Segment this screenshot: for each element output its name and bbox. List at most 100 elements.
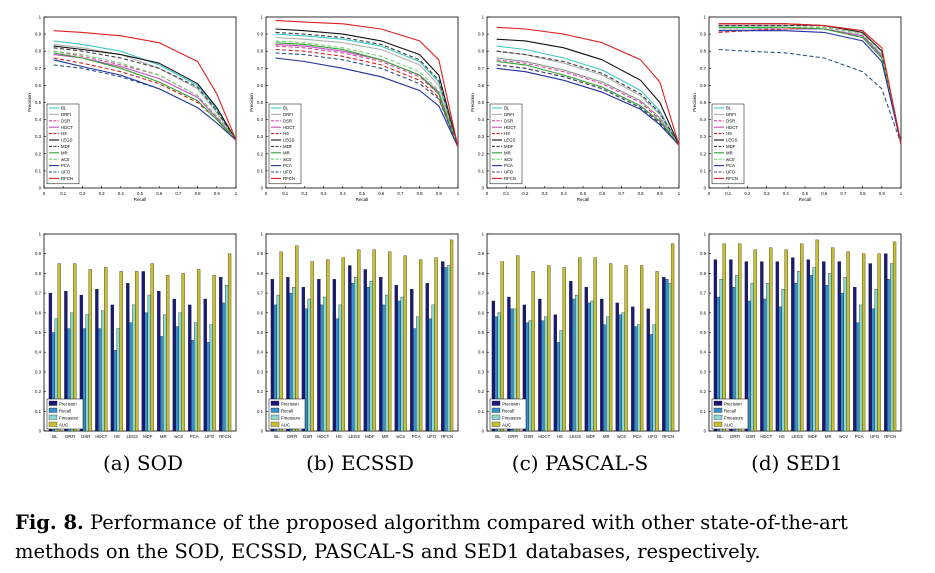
x-tick-label: 0.9 [879,191,886,196]
bar-ufo-auc [655,271,659,432]
y-tick-label: 0.3 [700,369,707,374]
legend-box [711,103,745,185]
legend-label-precision: Precision [59,401,77,406]
bar-rfcn-auc [892,241,897,432]
x-tick-label: 0.4 [340,191,347,196]
legend-label-fmeasure: Fmeasure [502,415,522,420]
y-tick-label: 0.3 [478,134,485,139]
bar-hdct-fmeasure [101,310,105,432]
x-tick-label: 0.4 [783,191,790,196]
legend-label-mr: MR [504,150,511,155]
bar-pca-precision [188,304,192,432]
y-tick-label: 0.5 [257,330,264,335]
bar-mr-recall [825,285,829,432]
x-tick-label: 0.3 [321,191,328,196]
y-tick-label: 0.8 [257,49,264,54]
bar-mdf-precision [584,287,588,432]
bar-bl-auc [57,263,61,432]
bar-ufo-auc [434,257,438,432]
bar-legs-precision [569,281,573,432]
bar-hdct-auc [547,265,551,432]
bar-wctr-fmeasure [843,277,847,432]
legend-label-hdct: HDCT [61,125,73,130]
category-label-legs: LEGS [349,434,361,439]
legend-label-precision: Precision [724,401,742,406]
legend-label-hs: HS [504,131,510,136]
y-axis-label: Precision [27,93,32,112]
legend-label-mdf: MDF [61,144,71,149]
pr-curve-mdf [53,47,237,141]
bar-hdct-auc [104,267,108,432]
bar-hs-recall [556,342,560,432]
bar-legs-precision [348,265,352,432]
bar-rfcn-recall [887,279,891,432]
bar-pca-fmeasure [194,322,198,432]
pr-curve-mdf [275,31,459,148]
y-axis-label: Precision [249,93,254,112]
pr-curve-wctr [53,50,237,141]
bar-mr-auc [831,247,835,432]
bar-hdct-recall [541,320,545,432]
legend-label-dsr: DSR [504,118,513,123]
x-tick-label: 0.7 [840,191,847,196]
category-label-mr: MR [382,434,389,439]
bar-pca-fmeasure [637,324,641,432]
y-tick-label: 0.3 [700,134,707,139]
bar-rfcn-fmeasure [447,265,451,432]
x-tick-label: 0 [265,191,268,196]
y-tick-label: 1 [261,232,264,237]
y-tick-label: 0.1 [257,168,264,173]
category-label-drfi: DRFI [65,434,75,439]
y-tick-label: 0.4 [35,350,42,355]
category-label-hdct: HDCT [317,434,329,439]
bar-wctr-fmeasure [400,296,404,432]
bar-legs-recall [794,283,798,432]
bar-rfcn-fmeasure [890,263,894,432]
pr-curve-hs [275,48,459,148]
category-label-hs: HS [114,434,120,439]
pr-curve-ufo [718,48,902,144]
bar-wctr-fmeasure [621,312,625,432]
category-label-dsr: DSR [81,434,90,439]
category-label-rfcn: RFCN [219,434,231,439]
bar-pca-fmeasure [859,304,863,432]
legend-label-wctr: wCtr [283,157,292,162]
pr-curve-mr [53,52,237,141]
bar-legs-fmeasure [132,304,136,432]
bar-pca-auc [639,265,644,432]
x-tick-label: 0.6 [821,191,828,196]
y-tick-label: 0.1 [700,409,707,414]
y-tick-label: 0 [482,429,485,434]
y-tick-label: 0.8 [700,49,707,54]
bar-rfcn-fmeasure [668,283,672,432]
bar-dsr-fmeasure [307,298,311,432]
bar-legs-recall [351,283,355,432]
y-tick-label: 0.8 [35,49,42,54]
legend-box [268,103,302,185]
legend-label-mdf: MDF [504,144,514,149]
bar-chart-panel-sed1: 0 0.1 0.2 0.3 0.4 0.5 0.6 0.7 0.8 0.9 1 BL DRFI DSR HD… [700,232,902,439]
category-label-ufo: UFO [205,434,215,439]
x-tick-label: 0.3 [99,191,106,196]
category-label-legs: LEGS [570,434,582,439]
y-tick-label: 0.3 [478,369,485,374]
y-tick-label: 1 [39,15,42,20]
legend-label-hdct: HDCT [283,125,295,130]
legend-label-auc: AUC [59,422,68,427]
bar-dsr-auc [88,269,92,432]
bar-legs-recall [572,298,576,432]
y-tick-label: 0.2 [257,389,264,394]
x-axis-label: Recall [799,197,812,202]
subcaption-ecssd: (b) ECSSD [306,451,414,475]
x-tick-label: 0.2 [522,191,529,196]
bar-mdf-recall [366,287,370,432]
y-tick-label: 0.2 [700,151,707,156]
bar-hdct-fmeasure [766,283,770,432]
bar-dsr-recall [304,308,308,432]
bar-mdf-recall [587,302,591,432]
legend-label-rfcn: RFCN [61,176,73,181]
legend-swatch-recall [48,407,58,413]
legend-box [46,103,80,185]
legend-label-rfcn: RFCN [283,176,295,181]
legend-swatch-fmeasure [48,414,58,420]
